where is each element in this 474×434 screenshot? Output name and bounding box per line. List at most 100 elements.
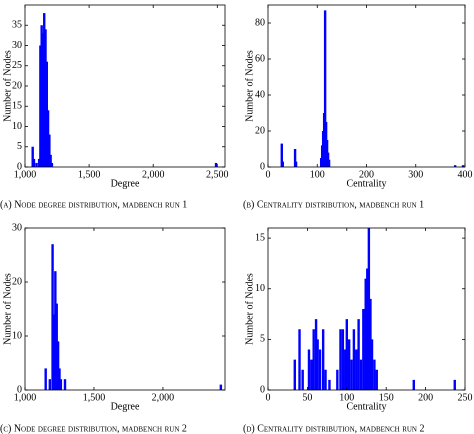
caption: (a) Node degree distribution, madbench r…	[0, 199, 187, 210]
bar	[40, 25, 43, 167]
bar	[63, 379, 67, 390]
y-tick-label: 0	[260, 161, 265, 172]
bar	[367, 228, 371, 390]
y-axis-label: Number of Nodes	[244, 273, 255, 345]
x-tick-label: 200	[359, 169, 374, 180]
y-tick-label: 30	[12, 222, 22, 233]
bar	[323, 10, 327, 168]
bar	[281, 161, 284, 167]
bar	[327, 159, 331, 167]
bar	[370, 339, 374, 390]
bar	[321, 329, 325, 390]
y-tick-label: 20	[12, 80, 22, 91]
bar	[35, 162, 38, 167]
bar	[312, 329, 315, 390]
x-tick-label: 250	[458, 392, 473, 403]
plot-frame	[267, 4, 466, 168]
x-tick-label: 1,000	[14, 169, 37, 180]
x-tick-label: 400	[458, 169, 473, 180]
bar	[280, 143, 283, 167]
bar	[301, 369, 304, 390]
bar	[45, 61, 48, 168]
bar	[307, 349, 311, 390]
bar	[32, 158, 36, 167]
bar	[54, 271, 57, 390]
bar	[352, 329, 356, 390]
bar	[369, 298, 372, 390]
bar	[37, 158, 41, 167]
x-tick-label: 0	[266, 392, 271, 403]
x-tick-label: 200	[418, 392, 433, 403]
bar	[347, 339, 351, 390]
bar	[293, 149, 297, 167]
y-tick-label: 0	[17, 161, 22, 172]
bar	[339, 329, 342, 390]
bar	[318, 349, 322, 390]
bar	[373, 359, 376, 390]
bar	[375, 369, 378, 390]
plot-frame	[24, 227, 226, 391]
x-tick-label: 1,500	[78, 169, 101, 180]
bar	[59, 379, 63, 390]
y-tick-label: 5	[17, 141, 22, 152]
y-tick-label: 0	[260, 384, 265, 395]
bar	[55, 303, 58, 390]
y-tick-label: 5	[260, 334, 265, 345]
bar	[359, 359, 363, 390]
y-tick-label: 15	[255, 232, 265, 243]
bar	[56, 341, 60, 390]
y-tick-label: 20	[12, 276, 22, 287]
x-tick-label: 300	[408, 169, 423, 180]
bar	[328, 379, 331, 390]
bar	[50, 162, 54, 167]
bar	[51, 244, 54, 390]
plot-frame	[24, 4, 226, 168]
y-axis-label: Number of Nodes	[2, 50, 13, 122]
x-tick-label: 50	[302, 392, 312, 403]
bar	[214, 162, 218, 167]
bar	[341, 329, 345, 390]
bar	[314, 319, 318, 390]
bar	[453, 379, 456, 390]
bar	[58, 368, 61, 390]
plot-frame	[267, 227, 466, 391]
bar	[44, 29, 47, 167]
bar	[52, 314, 56, 390]
x-tick-label: 100	[310, 169, 325, 180]
y-tick-label: 10	[12, 121, 22, 132]
y-tick-label: 25	[12, 60, 22, 71]
y-tick-label: 10	[255, 283, 265, 294]
x-axis-label: Degree	[111, 401, 140, 412]
x-tick-label: 2,000	[142, 169, 165, 180]
x-tick-label: 2,500	[206, 169, 229, 180]
bar	[453, 165, 457, 167]
bar	[293, 359, 296, 390]
bar	[364, 278, 367, 390]
y-tick-label: 0	[17, 384, 22, 395]
bar	[41, 33, 45, 167]
bar	[48, 379, 52, 390]
bar	[294, 161, 298, 167]
bar	[46, 110, 50, 167]
bar	[366, 268, 369, 390]
bar	[39, 45, 42, 167]
bar	[357, 319, 360, 390]
x-axis-label: Degree	[111, 178, 140, 189]
x-tick-label: 100	[339, 392, 354, 403]
bar	[362, 309, 365, 390]
bar	[49, 154, 52, 167]
bar	[461, 165, 465, 167]
x-axis-label: Centrality	[347, 178, 387, 189]
bar	[345, 319, 348, 390]
y-axis-label: Number of Nodes	[2, 273, 13, 345]
y-tick-label: 10	[12, 330, 22, 341]
y-tick-label: 40	[255, 89, 265, 100]
bar	[48, 134, 51, 167]
y-tick-label: 35	[12, 20, 22, 31]
y-axis-label: Number of Nodes	[244, 50, 255, 122]
bar	[43, 13, 46, 167]
bar	[344, 349, 347, 390]
y-tick-label: 80	[255, 17, 265, 28]
x-tick-label: 0	[266, 169, 271, 180]
